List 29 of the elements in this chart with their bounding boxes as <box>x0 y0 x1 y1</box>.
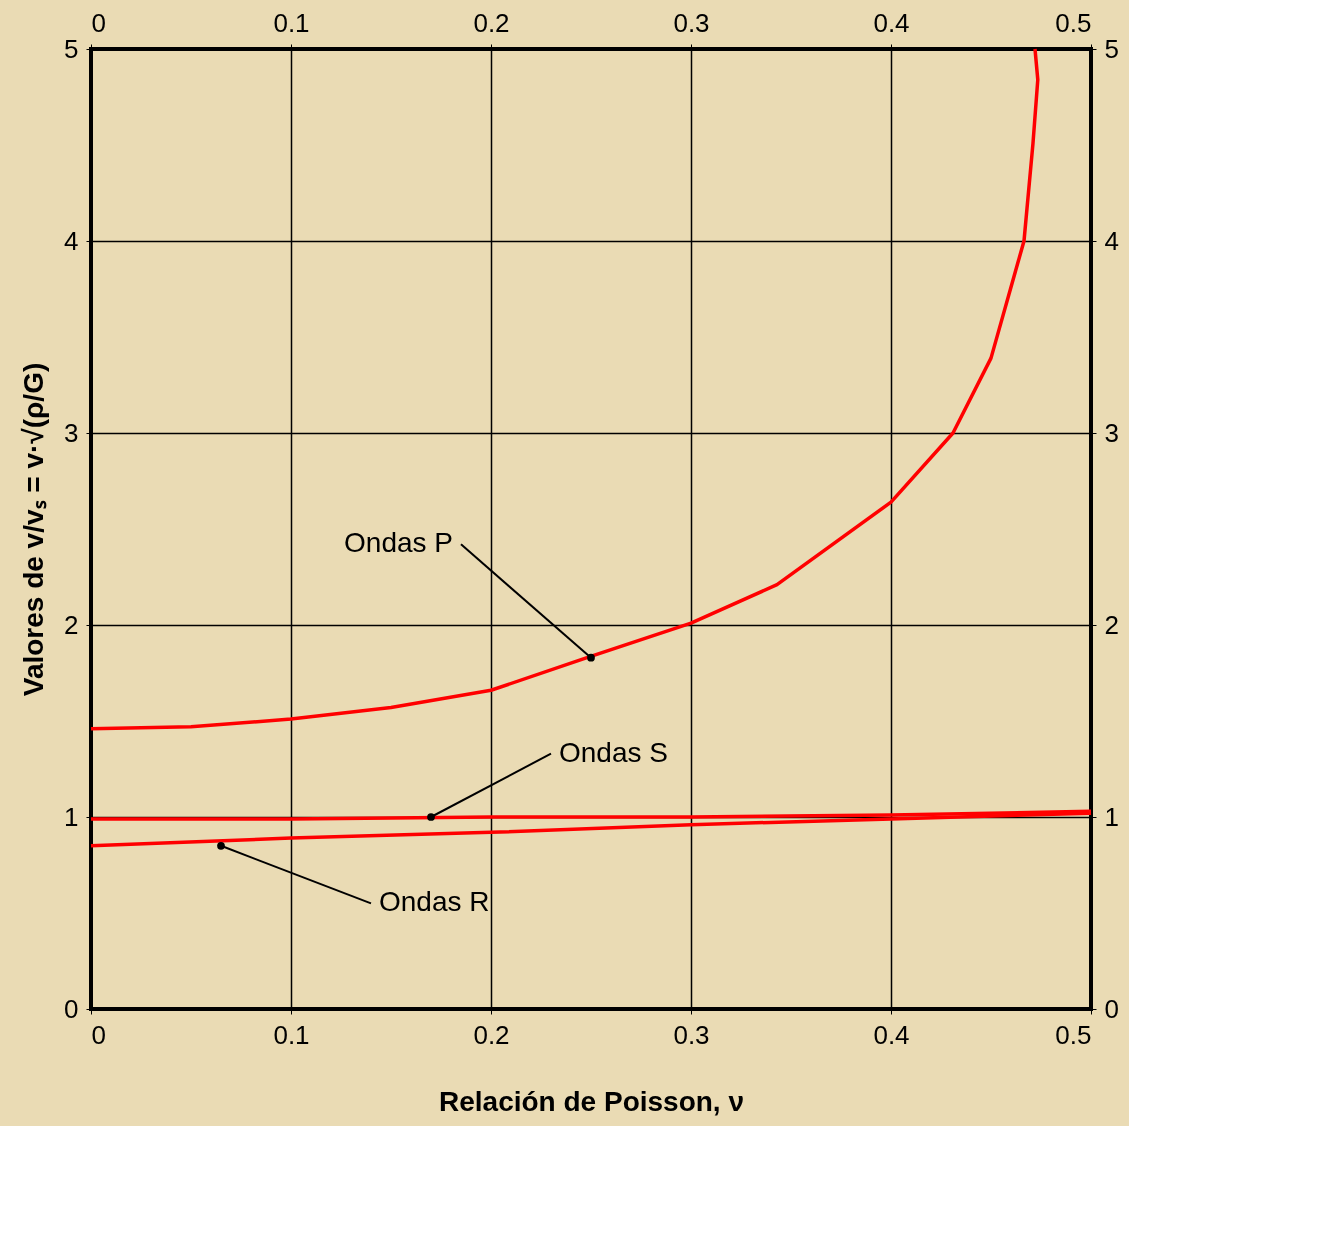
y2-tick-label: 2 <box>1104 609 1119 640</box>
y-axis-title: Valores de v/vₛ = v·√(ρ/G) <box>18 362 50 697</box>
y-tick-label: 2 <box>64 609 79 640</box>
annotation: Ondas P <box>344 527 453 559</box>
y-tick-label: 3 <box>64 417 79 448</box>
y2-tick-label: 3 <box>1104 417 1119 448</box>
x2-tick-label: 0.1 <box>273 7 310 38</box>
x-tick-label: 0.4 <box>873 1019 910 1050</box>
y2-tick-label: 5 <box>1104 33 1119 64</box>
y2-tick-label: 4 <box>1104 225 1119 256</box>
x-tick-label: 0.3 <box>673 1019 710 1050</box>
x-tick-label: 0.1 <box>273 1019 310 1050</box>
y2-tick-label: 1 <box>1104 801 1119 832</box>
y-tick-label: 4 <box>64 225 79 256</box>
x2-tick-label: 0.5 <box>1055 7 1092 38</box>
y-tick-label: 1 <box>64 801 79 832</box>
annotation: Ondas S <box>559 736 668 768</box>
x2-tick-label: 0.2 <box>473 7 510 38</box>
y-tick-label: 0 <box>64 993 79 1024</box>
x-tick-label: 0 <box>91 1019 106 1050</box>
x2-tick-label: 0.3 <box>673 7 710 38</box>
y-tick-label: 5 <box>64 33 79 64</box>
annotation: Ondas R <box>379 886 490 918</box>
x-tick-label: 0.2 <box>473 1019 510 1050</box>
x2-tick-label: 0 <box>91 7 106 38</box>
y2-tick-label: 0 <box>1104 993 1119 1024</box>
x2-tick-label: 0.4 <box>873 7 910 38</box>
x-axis-title: Relación de Poisson, ν <box>439 1085 744 1117</box>
x-tick-label: 0.5 <box>1055 1019 1092 1050</box>
